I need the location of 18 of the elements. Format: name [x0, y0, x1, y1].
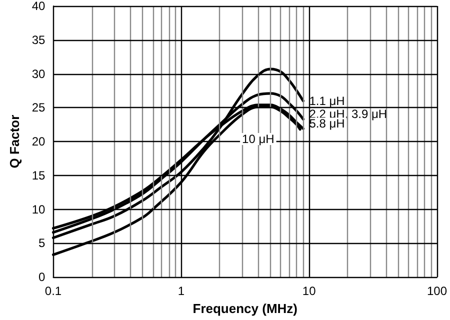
y-tick-label: 10 [32, 202, 46, 216]
x-tick-label: 100 [426, 284, 448, 298]
y-tick-label: 25 [32, 100, 46, 115]
x-axis-title: Frequency (MHz) [192, 301, 298, 316]
y-tick-label: 0 [38, 270, 46, 284]
x-tick-label: 10 [302, 284, 316, 298]
y-axis-title: Q Factor [7, 114, 22, 168]
x-tick-label: 0.1 [44, 284, 62, 298]
series-label: 10 μH [242, 132, 274, 146]
series-label: 5.8 μH [309, 116, 345, 131]
y-tick-label: 40 [32, 0, 46, 13]
series-label: 1.1 μH [309, 94, 345, 108]
y-tick-label: 5 [38, 236, 46, 250]
y-tick-label: 35 [32, 32, 46, 47]
x-tick-label: 1 [178, 284, 185, 298]
y-tick-label: 15 [32, 168, 46, 182]
y-tick-label: 30 [32, 66, 46, 81]
y-tick-label: 20 [32, 134, 46, 149]
